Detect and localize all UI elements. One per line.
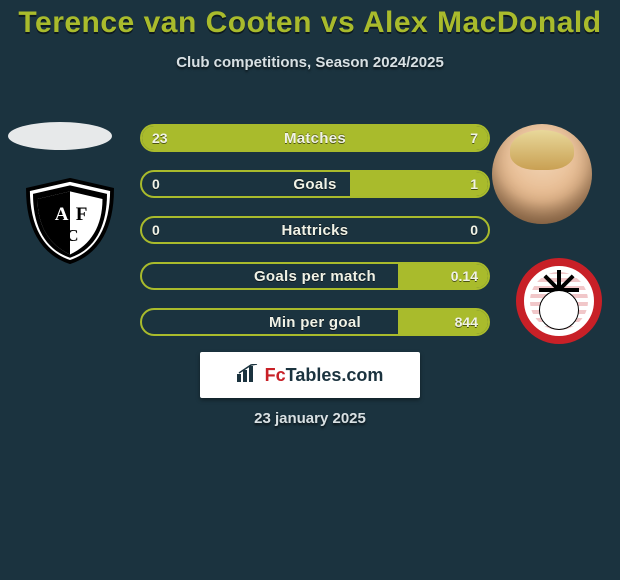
player-left-club-badge: A F C: [22, 178, 118, 264]
stat-row: 23 Matches 7: [140, 124, 490, 152]
page-title: Terence van Cooten vs Alex MacDonald: [0, 0, 620, 40]
bar-chart-icon: [237, 364, 259, 387]
stat-label: Goals: [142, 172, 488, 196]
brand-link[interactable]: FcTables.com: [200, 352, 420, 398]
player-right-club-badge: [516, 258, 602, 344]
stat-label: Matches: [142, 126, 488, 150]
stat-row: 0 Goals 1: [140, 170, 490, 198]
stat-right-value: 844: [455, 310, 478, 334]
brand-text: FcTables.com: [265, 365, 384, 386]
brand-prefix: Fc: [265, 365, 286, 385]
stats-container: 23 Matches 7 0 Goals 1 0 Hattricks 0 Goa…: [140, 124, 490, 354]
brand-main: Tables: [286, 365, 342, 385]
player-right-avatar: [492, 124, 592, 224]
stat-row: Min per goal 844: [140, 308, 490, 336]
subtitle: Club competitions, Season 2024/2025: [0, 54, 620, 71]
stat-row: 0 Hattricks 0: [140, 216, 490, 244]
stat-right-value: 1: [470, 172, 478, 196]
stat-label: Goals per match: [142, 264, 488, 288]
brand-suffix: .com: [341, 365, 383, 385]
svg-text:C: C: [66, 226, 78, 245]
svg-text:A: A: [55, 204, 69, 225]
player-left-avatar: [8, 122, 112, 150]
svg-text:F: F: [76, 204, 88, 225]
stat-label: Hattricks: [142, 218, 488, 242]
stat-row: Goals per match 0.14: [140, 262, 490, 290]
date-line: 23 january 2025: [0, 410, 620, 427]
stat-right-value: 7: [470, 126, 478, 150]
stat-right-value: 0.14: [451, 264, 478, 288]
comparison-card: Terence van Cooten vs Alex MacDonald Clu…: [0, 0, 620, 580]
stat-label: Min per goal: [142, 310, 488, 334]
stat-right-value: 0: [470, 218, 478, 242]
